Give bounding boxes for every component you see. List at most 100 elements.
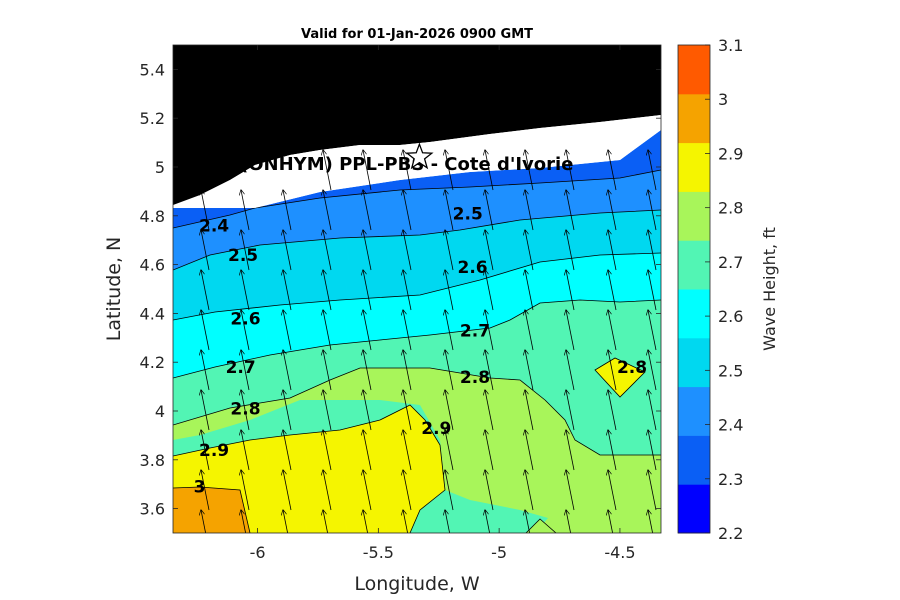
wave-arrow bbox=[445, 190, 454, 231]
contour-label: 3 bbox=[194, 478, 206, 498]
wave-arrow bbox=[485, 310, 494, 351]
wave-arrow bbox=[648, 230, 657, 271]
wave-arrow bbox=[323, 470, 332, 511]
wave-arrow bbox=[566, 470, 575, 511]
wave-arrow bbox=[525, 190, 534, 231]
wave-arrow bbox=[323, 190, 332, 231]
colorbar: 2.2 2.3 2.4 2.5 2.6 2.7 2.8 2.9 3 3.1 bbox=[677, 36, 743, 543]
wave-arrow bbox=[485, 390, 494, 431]
wave-arrow bbox=[403, 270, 412, 311]
wave-arrow bbox=[608, 510, 614, 533]
wave-arrow bbox=[648, 350, 657, 391]
wave-arrow bbox=[566, 310, 575, 351]
wave-arrow bbox=[403, 430, 412, 471]
wave-arrow bbox=[566, 390, 575, 431]
y-tick-label: 3.6 bbox=[140, 500, 165, 519]
wave-arrow bbox=[566, 150, 575, 191]
band-2.8-2.9 bbox=[173, 368, 661, 533]
wave-arrow bbox=[445, 430, 454, 471]
wave-arrow bbox=[445, 390, 454, 431]
wave-arrow bbox=[283, 430, 292, 471]
colorbar-tick-label: 3 bbox=[718, 90, 728, 109]
wave-arrow bbox=[648, 510, 654, 533]
colorbar-swatch bbox=[678, 435, 710, 485]
wave-arrow bbox=[363, 270, 372, 311]
colorbar-tick-label: 2.5 bbox=[718, 361, 743, 380]
wave-arrow bbox=[323, 150, 332, 191]
colorbar-swatch bbox=[678, 386, 710, 436]
wave-arrow bbox=[241, 470, 250, 511]
wave-arrow bbox=[525, 150, 534, 191]
wave-arrow bbox=[445, 510, 451, 533]
wave-arrow bbox=[241, 430, 250, 471]
colorbar-tick-label: 2.8 bbox=[718, 199, 743, 218]
wave-arrow bbox=[485, 270, 494, 311]
wave-arrow bbox=[241, 230, 250, 271]
y-tick-label: 4.6 bbox=[140, 256, 165, 275]
no-data-strip bbox=[200, 115, 661, 208]
colorbar-swatch bbox=[678, 337, 710, 388]
y-axis-label: Latitude, N bbox=[103, 237, 125, 342]
y-tick-label: 4.4 bbox=[140, 304, 165, 323]
colorbar-swatch bbox=[678, 93, 710, 144]
x-tick-label: -4.5 bbox=[604, 543, 635, 562]
wave-arrow bbox=[485, 150, 494, 191]
wave-arrow bbox=[445, 150, 454, 191]
y-tick-label: 4.2 bbox=[140, 353, 165, 372]
wave-arrow bbox=[201, 350, 210, 391]
wave-arrow bbox=[323, 390, 332, 431]
contour-label: 2.9 bbox=[199, 441, 229, 461]
plot-frame bbox=[172, 44, 662, 534]
wave-arrow bbox=[566, 350, 575, 391]
wave-arrow bbox=[241, 390, 250, 431]
band-3.0-3.1 bbox=[173, 487, 250, 533]
wave-arrow bbox=[485, 190, 494, 231]
contour-lines bbox=[173, 169, 661, 533]
station-label: (ONHYM) PPL-PBS - Cote d'Ivorie bbox=[240, 154, 573, 175]
wave-arrow bbox=[525, 470, 534, 511]
wave-arrow bbox=[445, 470, 454, 511]
wave-arrow bbox=[201, 190, 210, 231]
y-tick-label: 4 bbox=[155, 402, 165, 421]
y-axis-ticks: 3.6 3.8 4 4.2 4.4 4.6 4.8 5 5.2 5.4 bbox=[140, 60, 661, 519]
contour-label: 2.5 bbox=[453, 204, 483, 224]
band-2.7-2.8-sliver bbox=[526, 519, 556, 533]
x-tick-label: -5 bbox=[491, 543, 507, 562]
wave-arrow bbox=[403, 470, 412, 511]
wave-arrow bbox=[566, 430, 575, 471]
wave-arrow bbox=[201, 430, 210, 471]
chart-title: Valid for 01-Jan-2026 0900 GMT bbox=[301, 27, 533, 42]
colorbar-tick-label: 2.2 bbox=[718, 524, 743, 543]
wave-arrow bbox=[201, 470, 210, 511]
colorbar-swatch bbox=[678, 45, 710, 95]
wave-arrow bbox=[363, 390, 372, 431]
contour-label: 2.6 bbox=[458, 258, 488, 278]
wave-arrow bbox=[525, 510, 531, 533]
wave-arrow bbox=[485, 230, 494, 271]
colorbar-frame bbox=[677, 44, 711, 534]
wave-arrow bbox=[363, 190, 372, 231]
wave-arrow bbox=[566, 270, 575, 311]
y-tick-label: 4.8 bbox=[140, 207, 165, 226]
wave-arrow bbox=[323, 270, 332, 311]
wave-arrow bbox=[648, 150, 657, 191]
wave-arrow bbox=[525, 230, 534, 271]
contour-label: 2.9 bbox=[421, 419, 451, 439]
wave-arrow bbox=[241, 270, 250, 311]
wave-arrow bbox=[201, 310, 210, 351]
wave-arrow bbox=[403, 510, 409, 533]
wave-arrow bbox=[485, 470, 494, 511]
wave-arrow bbox=[403, 230, 412, 271]
contour-label: 2.8 bbox=[460, 368, 490, 388]
wave-arrow bbox=[201, 230, 210, 271]
colorbar-tick-label: 2.6 bbox=[718, 307, 743, 326]
colorbar-swatch bbox=[678, 191, 710, 241]
colorbar-label: Wave Height, ft bbox=[760, 227, 779, 351]
y-tick-label: 5.4 bbox=[140, 60, 165, 79]
wave-arrow bbox=[648, 430, 657, 471]
wave-arrow bbox=[363, 430, 372, 471]
wave-arrow bbox=[608, 150, 617, 191]
wave-arrow bbox=[323, 350, 332, 391]
wave-arrow bbox=[403, 190, 412, 231]
